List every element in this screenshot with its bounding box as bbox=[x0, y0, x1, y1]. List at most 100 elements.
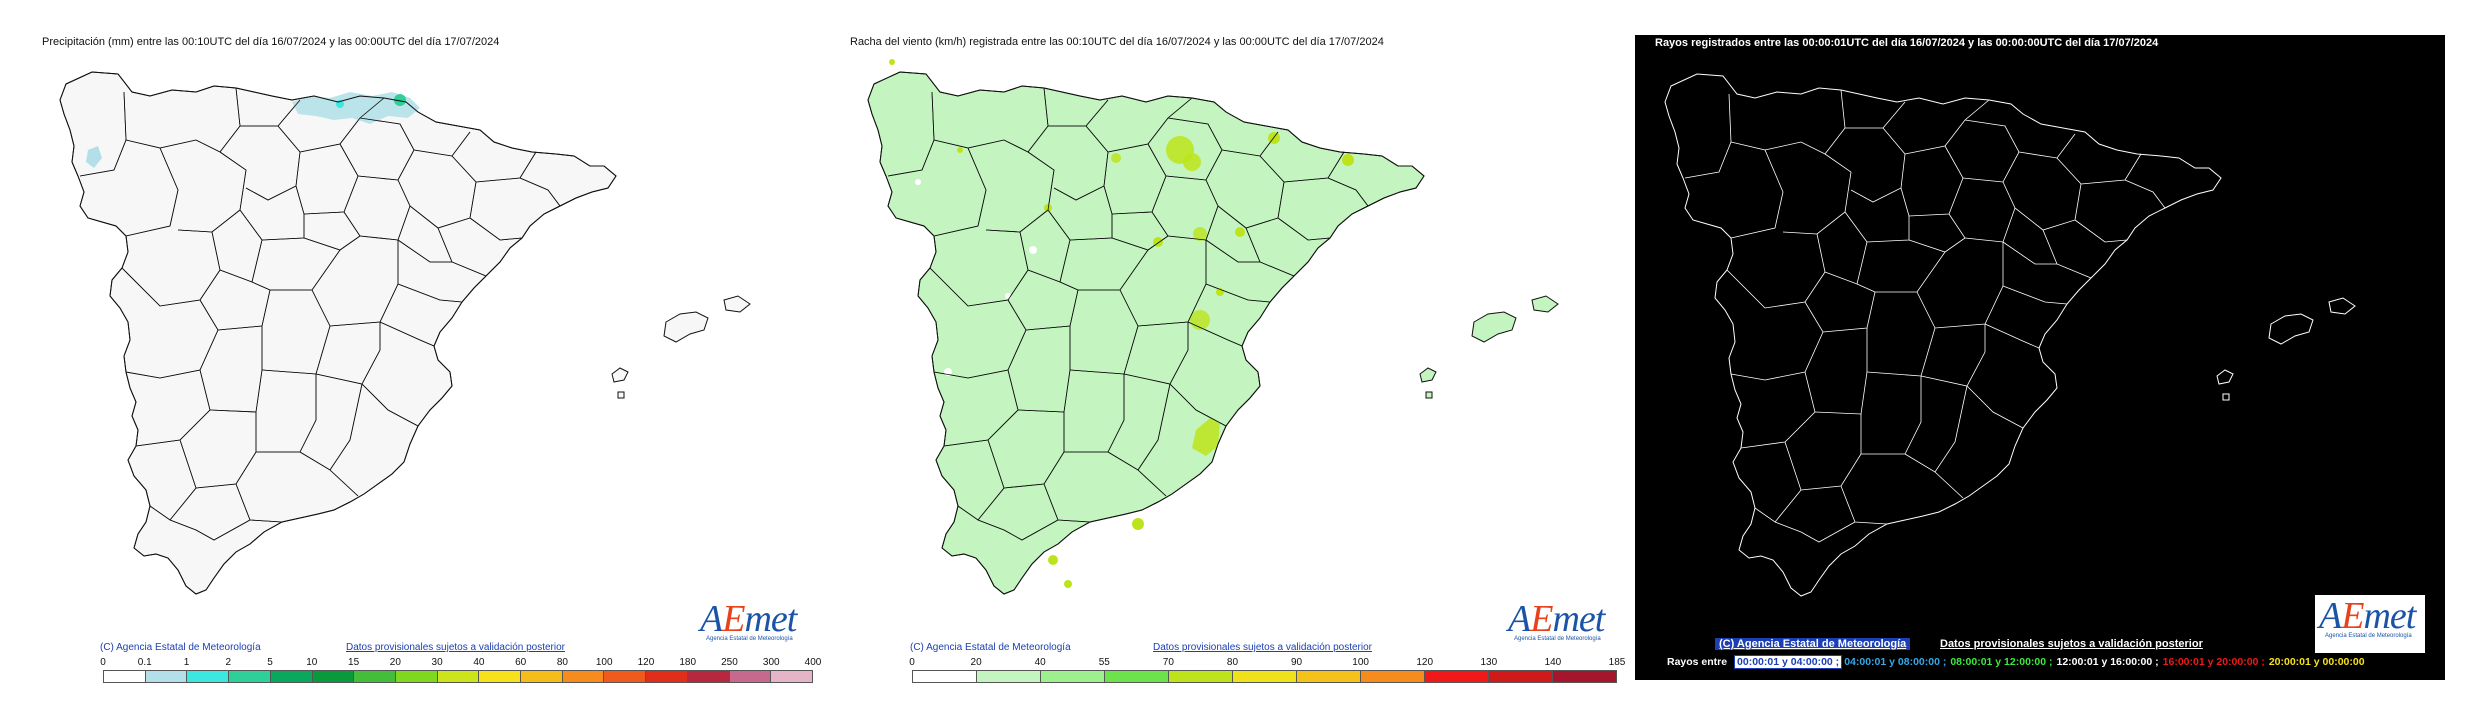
province-border bbox=[1205, 283, 1271, 303]
province-border bbox=[299, 383, 363, 471]
legend-tick-label: 180 bbox=[679, 657, 697, 668]
legend-tick-label: 20 bbox=[389, 657, 401, 668]
province-border bbox=[361, 383, 419, 427]
province-border bbox=[2002, 285, 2068, 305]
copyright-text: (C) Agencia Estatal de Meteorología bbox=[910, 642, 1071, 653]
legend-swatch bbox=[521, 671, 563, 682]
wind-legend-ticks: 0 20 40 55 70 80 90 100 120 130 140 185 bbox=[909, 657, 1625, 669]
province-borders bbox=[887, 87, 1369, 541]
legend-tick-label: 100 bbox=[595, 657, 613, 668]
peninsula-outline-top bbox=[867, 71, 1425, 595]
province-border bbox=[1187, 321, 1243, 347]
province-border bbox=[933, 139, 987, 237]
province-border bbox=[277, 99, 301, 127]
wind-map bbox=[867, 59, 1559, 595]
province-border bbox=[315, 322, 381, 385]
province-border bbox=[2074, 219, 2128, 243]
province-border bbox=[469, 217, 523, 241]
peninsula-outline bbox=[1664, 73, 2222, 597]
province-border bbox=[397, 155, 477, 229]
precip-patch-cantabrian bbox=[292, 92, 420, 124]
province-border bbox=[125, 139, 179, 237]
province-border bbox=[1740, 371, 1816, 449]
province-border bbox=[1684, 93, 1732, 179]
legend-tick-label: 1 bbox=[183, 657, 190, 668]
legend-swatch bbox=[646, 671, 688, 682]
province-border bbox=[1754, 441, 1802, 523]
province-border bbox=[219, 209, 263, 283]
legend-swatch bbox=[1233, 671, 1297, 682]
province-border bbox=[209, 326, 263, 413]
legend-tick-label: 55 bbox=[1098, 657, 1110, 668]
province-border bbox=[169, 519, 251, 541]
spain-map-lightning bbox=[1664, 73, 2356, 597]
province-border bbox=[1730, 141, 1784, 239]
legend-tick-label: 120 bbox=[637, 657, 655, 668]
legend-swatch bbox=[729, 671, 772, 682]
province-border bbox=[217, 281, 271, 331]
disclaimer-link[interactable]: Datos provisionales sujetos a validación… bbox=[1940, 638, 2203, 650]
legend-swatch bbox=[479, 671, 522, 682]
precipitation-panel: Precipitación (mm) entre las 00:10UTC de… bbox=[0, 0, 822, 722]
legend-tick-label: 0 bbox=[909, 657, 915, 668]
legend-swatch bbox=[229, 671, 271, 682]
province-border bbox=[1934, 471, 1964, 499]
province-border bbox=[379, 321, 435, 347]
legend-swatch bbox=[395, 671, 438, 682]
province-border bbox=[1048, 125, 1109, 201]
copyright-text: (C) Agencia Estatal de Meteorología bbox=[100, 642, 261, 653]
legend-swatch bbox=[187, 671, 230, 682]
legend-swatch bbox=[1169, 671, 1233, 682]
precip-patch-euskadi bbox=[394, 94, 406, 106]
legend-swatch bbox=[771, 671, 812, 682]
province-border bbox=[1904, 99, 1990, 155]
lightning-panel: Rayos registrados entre las 00:00:01UTC … bbox=[1635, 0, 2477, 722]
legend-tick-label: 30 bbox=[431, 657, 443, 668]
legend-swatch bbox=[104, 671, 146, 682]
precip-patch-galicia bbox=[86, 146, 102, 168]
province-borders bbox=[79, 87, 561, 541]
lightning-title: Rayos registrados entre las 00:00:01UTC … bbox=[1655, 37, 2159, 49]
balearic-islands bbox=[2216, 297, 2356, 401]
legend-tick-label: 100 bbox=[1352, 657, 1369, 668]
legend-swatch bbox=[687, 671, 730, 682]
precip-legend-bar bbox=[103, 670, 813, 683]
aemet-logo: AEmet Agencia Estatal de Meteorología bbox=[700, 598, 797, 642]
aemet-logo: AEmet Agencia Estatal de Meteorología bbox=[2315, 595, 2425, 653]
province-border bbox=[1904, 385, 1968, 473]
legend-tick-label: 0 bbox=[100, 657, 106, 668]
province-borders bbox=[1684, 89, 2166, 543]
lightning-legend-label: Rayos entre bbox=[1667, 656, 1728, 668]
province-border bbox=[1845, 127, 1906, 203]
legend-tick-label: 70 bbox=[1162, 657, 1174, 668]
province-border bbox=[1017, 326, 1071, 413]
lightning-range-label: 00:00:01 y 04:00:00 ; bbox=[1734, 655, 1843, 669]
disclaimer-link[interactable]: Datos provisionales sujetos a validación… bbox=[346, 642, 566, 653]
province-border bbox=[957, 439, 1005, 521]
balearic-islands bbox=[611, 295, 751, 399]
province-border bbox=[1003, 412, 1065, 489]
province-border bbox=[79, 91, 127, 177]
legend-tick-label: 40 bbox=[473, 657, 485, 668]
legend-swatch bbox=[354, 671, 396, 682]
legend-tick-label: 250 bbox=[721, 657, 738, 668]
province-border bbox=[299, 97, 385, 153]
province-border bbox=[149, 439, 197, 521]
province-border bbox=[1966, 385, 2024, 429]
lightning-range-label: 12:00:01 y 16:00:00 ; bbox=[2056, 656, 2159, 668]
lightning-legend: Rayos entre 00:00:01 y 04:00:00 ; 04:00:0… bbox=[1665, 655, 2369, 669]
province-border bbox=[887, 91, 935, 177]
legend-swatch bbox=[145, 671, 188, 682]
legend-swatch bbox=[604, 671, 647, 682]
disclaimer-link[interactable]: Datos provisionales sujetos a validación… bbox=[1153, 642, 1373, 653]
province-border bbox=[1169, 383, 1227, 427]
province-border bbox=[1107, 97, 1193, 153]
province-border bbox=[256, 374, 317, 453]
legend-tick-label: 400 bbox=[804, 657, 822, 668]
province-border bbox=[1861, 376, 1922, 455]
legend-tick-label: 10 bbox=[306, 657, 318, 668]
province-border bbox=[1822, 283, 1876, 333]
province-border bbox=[1137, 469, 1167, 497]
wind-panel: Racha del viento (km/h) registrada entre… bbox=[820, 0, 1640, 722]
province-border bbox=[2002, 157, 2082, 231]
